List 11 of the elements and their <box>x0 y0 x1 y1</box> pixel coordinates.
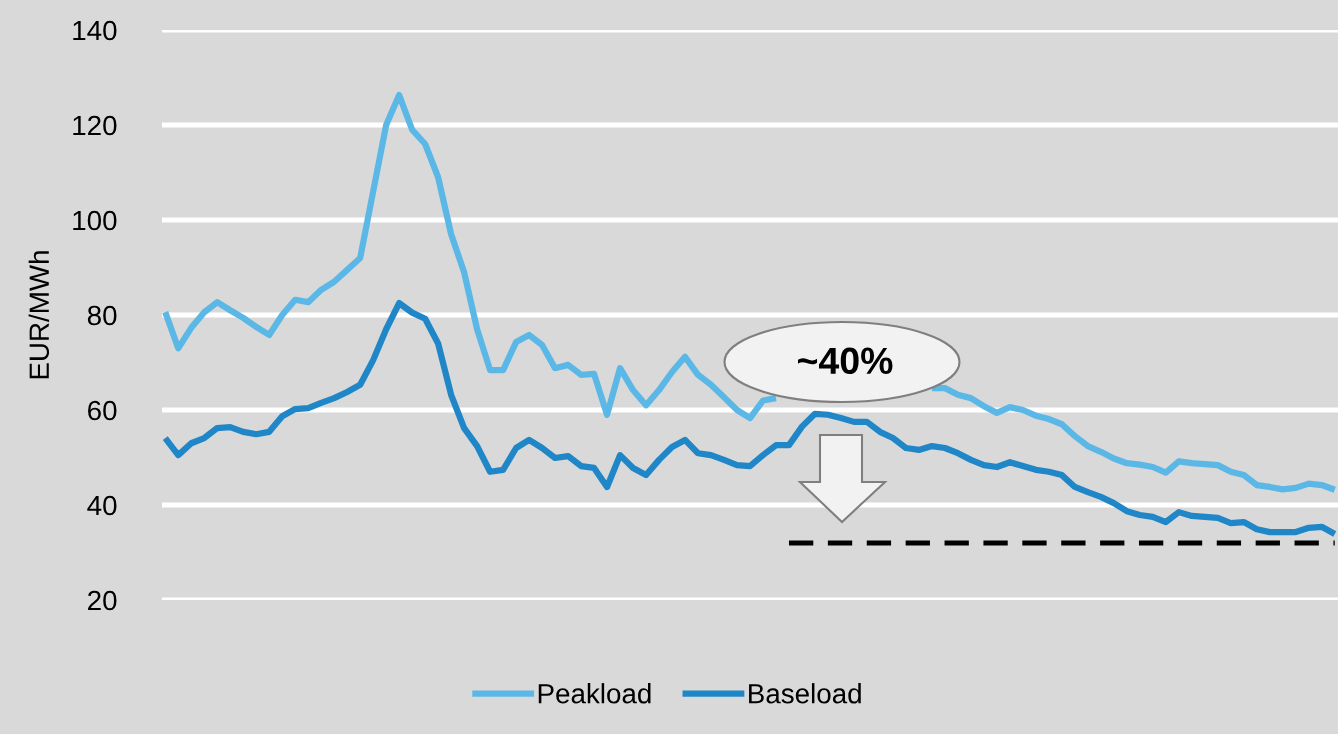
y-tick-label: 80 <box>87 305 117 326</box>
legend-label: Peakload <box>538 683 651 704</box>
legend-label: Baseload <box>749 683 861 704</box>
annotation: ~40% <box>798 347 893 375</box>
y-tick-label: 40 <box>87 495 117 516</box>
y-tick-label: 140 <box>73 20 117 41</box>
y-tick-label: 120 <box>73 115 117 136</box>
y-tick-label: 60 <box>88 400 117 421</box>
y-tick-label: 100 <box>73 210 117 231</box>
y-axis-title: EUR/MWh <box>28 251 50 379</box>
y-tick-label: 20 <box>88 590 117 611</box>
